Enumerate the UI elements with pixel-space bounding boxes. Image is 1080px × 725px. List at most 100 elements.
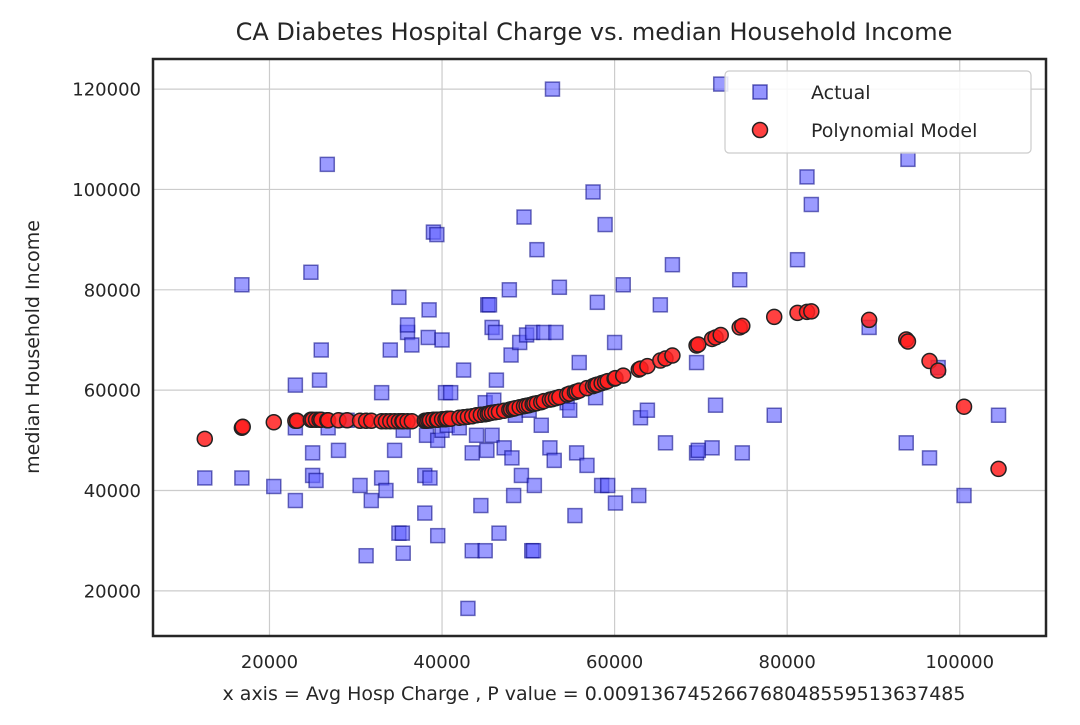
legend: Actual Polynomial Model — [724, 70, 1032, 154]
actual-point — [429, 527, 446, 544]
actual-point — [464, 445, 480, 461]
actual-point — [803, 196, 820, 213]
actual-point — [488, 372, 505, 388]
actual-point — [734, 445, 751, 461]
legend-actual-marker — [752, 84, 768, 100]
actual-point — [606, 334, 623, 351]
actual-point — [789, 251, 806, 268]
actual-point — [589, 294, 606, 311]
actual-point — [529, 241, 545, 258]
actual-point — [704, 440, 720, 456]
model-point — [196, 430, 214, 448]
actual-point — [234, 277, 250, 293]
x-axis-label: x axis = Avg Hosp Charge , P value = 0.0… — [223, 683, 966, 705]
model-series — [196, 303, 1007, 478]
actual-point — [311, 372, 328, 388]
plot-frame — [151, 57, 1048, 638]
actual-point — [319, 156, 336, 173]
actual-point — [303, 264, 319, 280]
actual-point — [544, 81, 561, 97]
actual-point — [330, 442, 347, 459]
model-point — [734, 317, 751, 335]
actual-point — [464, 542, 480, 559]
actual-point — [394, 525, 411, 541]
actual-point — [197, 470, 213, 486]
actual-point — [548, 324, 564, 341]
actual-point — [455, 362, 472, 378]
actual-point — [386, 442, 403, 459]
legend-box — [724, 70, 1032, 154]
model-point — [929, 362, 947, 379]
model-point — [712, 326, 729, 344]
x-tick-label: 60000 — [586, 652, 643, 673]
actual-point — [473, 497, 489, 514]
actual-point — [513, 467, 530, 484]
actual-point — [707, 397, 724, 413]
actual-point — [484, 427, 500, 444]
legend-model-marker — [751, 121, 769, 139]
actual-point — [561, 402, 578, 418]
actual-point — [571, 354, 587, 371]
actual-point — [358, 547, 374, 564]
legend-model-label: Polynomial Model — [811, 120, 977, 142]
actual-point — [688, 354, 705, 371]
actual-point — [585, 184, 601, 200]
actual-point — [460, 600, 476, 617]
model-point — [265, 414, 283, 431]
actual-point — [434, 332, 450, 348]
actual-point — [956, 487, 972, 504]
y-tick-label: 80000 — [84, 280, 141, 301]
x-tick-label: 80000 — [759, 652, 816, 673]
actual-point — [526, 477, 543, 494]
actual-point — [234, 470, 250, 486]
model-point — [803, 303, 820, 320]
actual-point — [639, 402, 656, 418]
actual-point — [382, 342, 399, 358]
model-point — [690, 336, 707, 353]
model-point — [234, 418, 251, 436]
y-axis-label: median Household Income — [22, 220, 44, 474]
actual-point — [266, 478, 282, 495]
actual-point — [615, 277, 631, 293]
actual-point — [373, 384, 390, 401]
actual-point — [664, 256, 681, 273]
actual-point — [505, 487, 522, 504]
actual-point — [287, 377, 304, 393]
y-tick-label: 20000 — [84, 581, 141, 602]
actual-point — [501, 282, 518, 298]
actual-point — [990, 407, 1007, 423]
actual-point — [487, 324, 504, 341]
actual-point — [391, 289, 407, 306]
actual-point — [442, 384, 459, 401]
actual-point — [503, 347, 519, 363]
actual-point — [352, 477, 368, 494]
model-point — [664, 347, 681, 364]
actual-point — [468, 427, 485, 444]
model-point — [955, 398, 973, 415]
actual-point — [481, 297, 498, 313]
model-point — [899, 333, 917, 350]
actual-point — [399, 317, 416, 333]
actual-point — [731, 272, 748, 288]
y-tick-label: 60000 — [84, 381, 141, 402]
actual-point — [599, 477, 616, 494]
actual-point — [304, 445, 321, 461]
x-tick-label: 100000 — [925, 652, 994, 673]
actual-point — [652, 297, 669, 313]
actual-point — [420, 329, 436, 346]
actual-point — [607, 495, 624, 511]
actual-point — [631, 487, 647, 504]
actual-point — [551, 279, 568, 296]
actual-point — [421, 302, 437, 318]
actual-point — [766, 407, 782, 423]
actual-point — [287, 492, 304, 509]
actual-point — [921, 450, 938, 466]
legend-actual-label: Actual — [811, 82, 871, 104]
actual-point — [690, 442, 707, 459]
actual-point — [579, 457, 595, 474]
model-point — [288, 412, 306, 430]
actual-point — [525, 542, 542, 559]
actual-point — [422, 470, 438, 486]
actual-point — [429, 226, 445, 243]
model-point — [765, 308, 783, 326]
